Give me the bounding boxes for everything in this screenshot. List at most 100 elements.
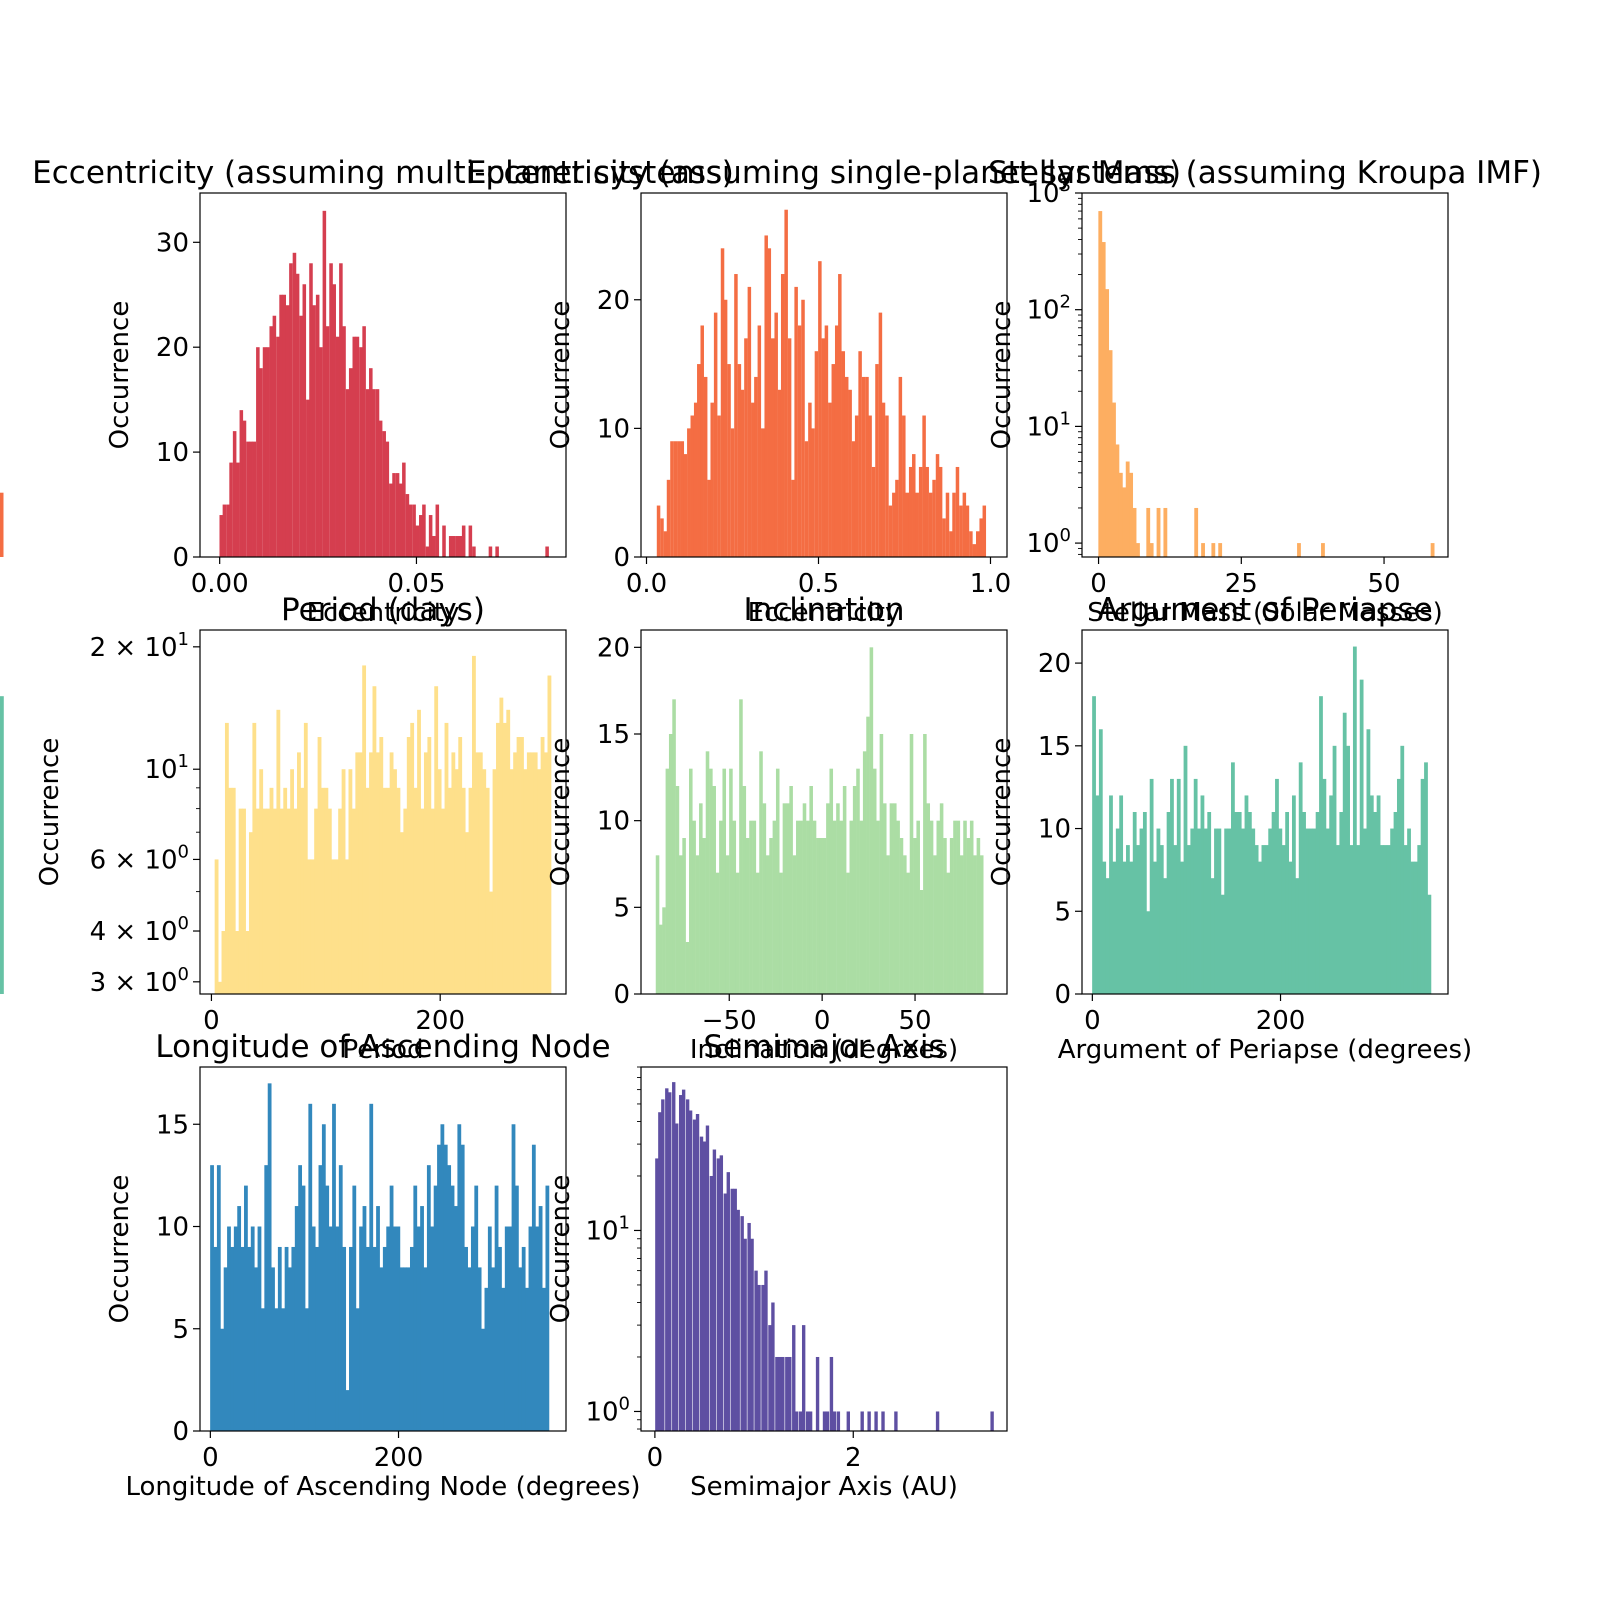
histogram-bar xyxy=(526,752,531,994)
x-tick-label: 2 xyxy=(845,1443,862,1473)
histogram-bar xyxy=(413,1185,418,1431)
histogram-bar xyxy=(677,441,681,557)
histogram-bar xyxy=(828,402,832,557)
histogram-bar xyxy=(808,1411,813,1431)
histogram-bar xyxy=(413,787,418,994)
histogram-bars xyxy=(1098,211,1435,558)
y-tick-label: 0 xyxy=(172,543,189,573)
histogram-bar xyxy=(406,1267,411,1431)
histogram-bar xyxy=(403,1267,408,1431)
histogram-bar xyxy=(341,769,346,994)
histogram-bar xyxy=(754,376,758,557)
histogram-bar xyxy=(1210,878,1215,994)
histogram-bar xyxy=(1095,795,1100,994)
histogram-bar xyxy=(871,466,876,557)
histogram-bar xyxy=(266,808,270,994)
histogram-bar xyxy=(223,1267,228,1431)
histogram-bar xyxy=(233,1226,238,1431)
histogram-bar xyxy=(488,546,493,557)
histogram-bar xyxy=(237,1206,242,1431)
histogram-bar xyxy=(511,1124,516,1431)
histogram-bar xyxy=(742,786,747,994)
histogram-bar xyxy=(254,1267,258,1431)
x-tick-label: 0 xyxy=(1084,1006,1101,1036)
histogram-bar xyxy=(262,808,267,994)
histogram-bar xyxy=(498,1246,502,1431)
histogram-bar xyxy=(1407,828,1411,994)
histogram-bar xyxy=(504,1226,509,1431)
histogram-bar xyxy=(767,248,772,557)
histogram-bar xyxy=(345,859,349,994)
histogram-bars xyxy=(0,646,1432,994)
histogram-bar xyxy=(494,1185,499,1431)
histogram-bar xyxy=(688,1110,693,1431)
histogram-bar xyxy=(1427,894,1432,994)
histogram-bar xyxy=(1251,828,1256,994)
histogram-bar xyxy=(665,768,670,994)
histogram-bar xyxy=(244,1185,248,1431)
histogram-bar xyxy=(306,399,310,557)
histogram-bar xyxy=(1383,845,1388,994)
histogram-bar xyxy=(359,347,363,557)
histogram-bar xyxy=(461,787,466,994)
histogram-bar xyxy=(1386,845,1391,994)
histogram-bar xyxy=(1298,762,1303,994)
histogram-bar xyxy=(709,1175,714,1431)
plot-frame xyxy=(640,1066,1008,1432)
x-tick-label: 0 xyxy=(203,1006,220,1036)
histogram-bar xyxy=(1400,745,1405,994)
histogram-bar xyxy=(705,751,710,994)
histogram-bar xyxy=(1176,778,1181,994)
histogram-bar xyxy=(334,859,339,994)
histogram-bar xyxy=(247,1246,252,1431)
histogram-bar xyxy=(262,347,267,557)
histogram-bar xyxy=(501,1287,506,1431)
histogram-bar xyxy=(749,820,753,994)
histogram-bar xyxy=(311,1226,316,1431)
histogram-bar xyxy=(710,402,714,557)
histogram-bar xyxy=(736,1209,740,1431)
histogram-bar xyxy=(300,787,305,994)
histogram-bar xyxy=(447,787,452,994)
histogram-bar xyxy=(1207,812,1212,994)
histogram-bar xyxy=(888,505,893,557)
histogram-bar xyxy=(1193,778,1198,994)
histogram-bar xyxy=(716,1158,721,1431)
y-tick-label: 5 xyxy=(1054,897,1071,927)
histogram-bar xyxy=(259,769,264,994)
histogram-bar xyxy=(926,803,931,994)
histogram-bar xyxy=(298,1165,303,1431)
histogram-bar xyxy=(289,263,293,557)
histogram-bar xyxy=(879,734,884,994)
histogram-bar xyxy=(699,1136,704,1431)
histogram-bar xyxy=(730,1188,734,1431)
histogram-bar xyxy=(697,364,701,557)
histogram-bar xyxy=(310,859,315,994)
histogram-bar xyxy=(943,838,947,994)
histogram-bar xyxy=(962,492,967,557)
histogram-bar xyxy=(312,305,316,557)
histogram-bar xyxy=(908,466,913,557)
y-axis-label: Occurrence xyxy=(987,301,1017,450)
histogram-bar xyxy=(218,981,222,994)
histogram-bar xyxy=(1346,745,1350,994)
histogram-bars xyxy=(655,1082,994,1431)
histogram-bar xyxy=(747,286,752,557)
histogram-bar xyxy=(945,492,950,557)
histogram-bar xyxy=(338,1165,343,1431)
x-tick-label: 1.0 xyxy=(970,569,1011,599)
histogram-bar xyxy=(440,1124,445,1431)
x-axis-label: Semimajor Axis (AU) xyxy=(690,1472,958,1502)
histogram-bar xyxy=(869,647,874,994)
y-tick-label: 6 × 100 xyxy=(90,841,189,875)
histogram-bar xyxy=(953,820,957,994)
histogram-bar xyxy=(743,1238,747,1431)
histogram-bar xyxy=(319,347,323,557)
histogram-bar xyxy=(269,787,274,994)
plot-frame xyxy=(640,629,1008,995)
plot-frame xyxy=(199,192,567,558)
histogram-bar xyxy=(250,1226,255,1431)
histogram-bar xyxy=(335,336,340,557)
x-axis-label: Eccentricity xyxy=(307,598,460,628)
